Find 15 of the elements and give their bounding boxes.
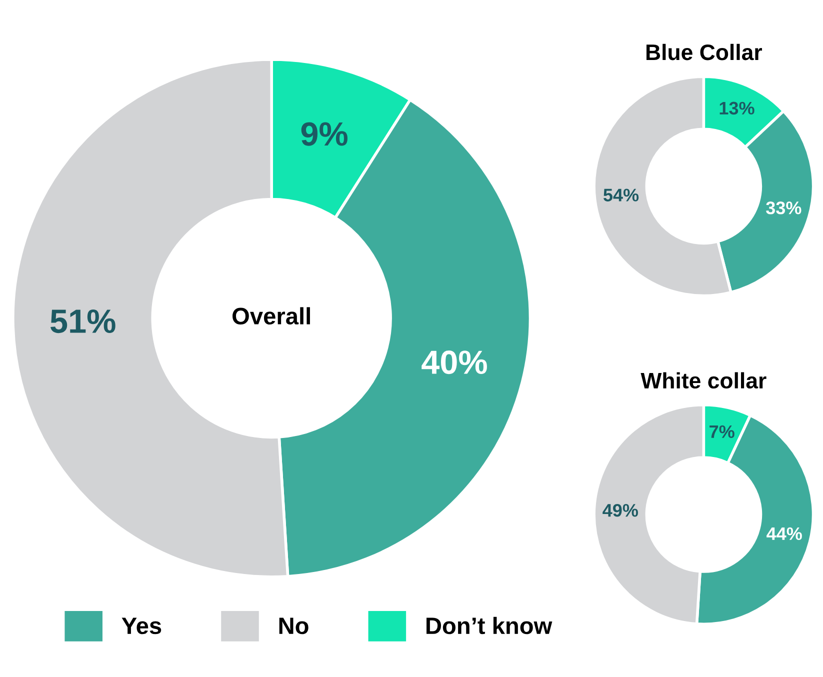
- data-label: 33%: [766, 201, 802, 214]
- text: Overall: [232, 307, 310, 325]
- data-label: 44%: [766, 527, 802, 540]
- legend-label: No: [279, 618, 308, 634]
- legend-label: Yes: [122, 618, 162, 634]
- data-label: 40%: [422, 350, 487, 374]
- data-label: 7%: [710, 425, 734, 438]
- data-label: 51%: [50, 310, 116, 334]
- chart-title: Blue Collar: [646, 44, 762, 60]
- data-label: 49%: [602, 504, 638, 517]
- legend-label: Don’t know: [426, 616, 552, 634]
- data-label: 54%: [604, 188, 639, 202]
- data-label: 13%: [720, 102, 754, 115]
- chart-title: White collar: [640, 372, 766, 389]
- data-label: 9%: [301, 122, 348, 146]
